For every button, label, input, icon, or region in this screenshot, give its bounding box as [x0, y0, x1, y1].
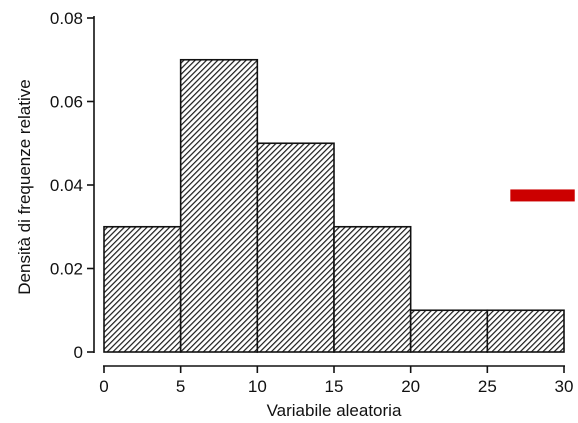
- histogram-bar: [256, 142, 335, 353]
- y-axis-label: Densità di frequenze relative: [15, 79, 34, 294]
- histogram-bar: [103, 225, 182, 353]
- x-tick-label: 20: [401, 377, 420, 396]
- histogram-bar: [179, 58, 259, 353]
- x-axis-label: Variabile aleatoria: [267, 401, 402, 420]
- histogram-bar: [333, 225, 412, 353]
- y-tick-label: 0.06: [50, 93, 83, 112]
- x-tick-label: 25: [478, 377, 497, 396]
- x-axis-ticks: 0 5 10 15 20 25 30: [99, 366, 573, 396]
- y-tick-label: 0: [74, 343, 83, 362]
- red-marker-bar: [510, 189, 575, 202]
- y-tick-label: 0.04: [50, 176, 83, 195]
- histogram-bars: [103, 58, 565, 353]
- x-tick-label: 0: [99, 377, 108, 396]
- histogram-bar: [486, 309, 565, 353]
- y-tick-label: 0.02: [50, 260, 83, 279]
- x-tick-label: 30: [555, 377, 574, 396]
- x-tick-label: 10: [248, 377, 267, 396]
- y-axis-ticks: 0 0.02 0.04 0.06 0.08: [50, 9, 94, 362]
- x-tick-label: 15: [325, 377, 344, 396]
- x-tick-label: 5: [176, 377, 185, 396]
- histogram-bar: [409, 309, 489, 353]
- y-tick-label: 0.08: [50, 9, 83, 28]
